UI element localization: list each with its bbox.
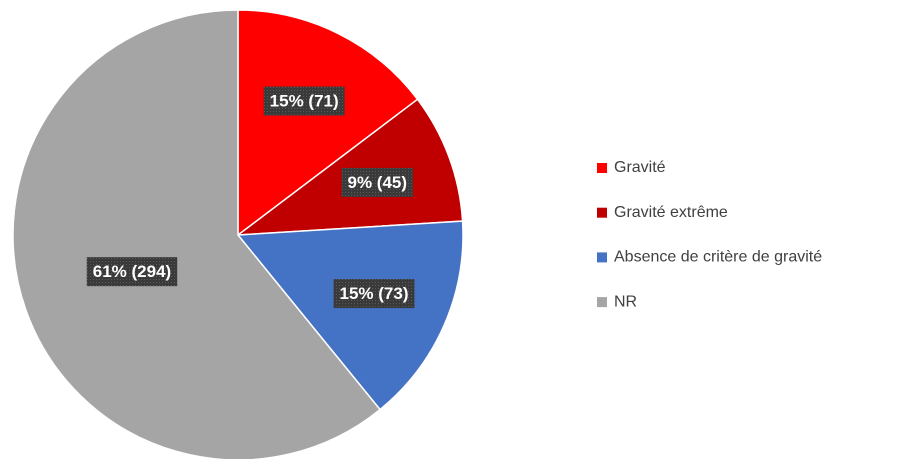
data-label: 15% (73)	[340, 284, 409, 303]
data-label-bg	[263, 86, 345, 116]
data-label-bg	[86, 257, 178, 287]
pie-slice	[237, 9, 419, 237]
data-label-bg	[341, 167, 414, 197]
legend-label: Gravité extrême	[614, 204, 728, 221]
legend-label: Gravité	[614, 159, 666, 176]
data-label: 9% (45)	[348, 173, 408, 192]
legend-swatch	[597, 163, 607, 173]
legend-label: Absence de critère de gravité	[614, 249, 822, 266]
legend-swatch	[597, 252, 607, 263]
pie-slice	[12, 9, 382, 459]
pie-slice	[236, 220, 464, 411]
legend-swatch	[597, 297, 607, 308]
data-label-bg	[333, 279, 415, 309]
legend-label: NR	[614, 293, 637, 310]
data-label: 15% (71)	[270, 92, 339, 111]
pie-slice	[235, 98, 464, 236]
data-label: 61% (294)	[93, 262, 171, 281]
legend-swatch	[597, 207, 607, 218]
